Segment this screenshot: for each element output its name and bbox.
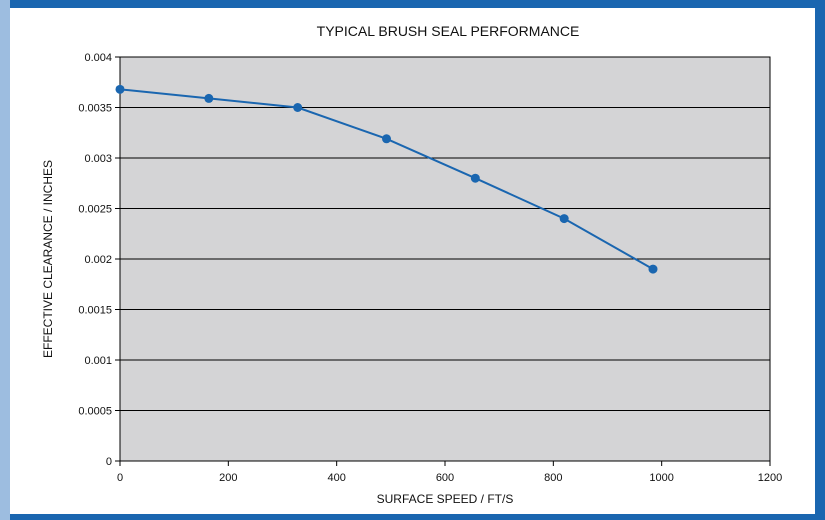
y-tick-label: 0.0025 — [78, 204, 112, 216]
y-tick-label: 0.003 — [84, 153, 112, 165]
x-tick-label: 0 — [117, 472, 123, 484]
y-tick-label: 0.0015 — [78, 305, 112, 317]
data-point — [382, 134, 391, 144]
series-group — [115, 84, 658, 274]
y-tick-label: 0.0005 — [78, 406, 112, 418]
data-point — [470, 173, 480, 183]
y-tick-label: 0.002 — [84, 254, 112, 266]
data-point — [648, 264, 658, 274]
data-point — [115, 84, 125, 94]
x-tick-label: 600 — [436, 472, 454, 484]
x-axis-ticks: 0 200 400 600 800 1000 1200 — [117, 461, 782, 484]
y-tick-label: 0 — [106, 456, 112, 468]
y-tick-label: 0.004 — [84, 52, 112, 64]
x-tick-label: 800 — [544, 472, 562, 484]
x-tick-label: 400 — [327, 472, 345, 484]
x-tick-label: 1200 — [758, 472, 782, 484]
y-axis-ticks: 0 0.0005 0.001 0.0015 0.002 0.0025 0.003 0.0035… — [78, 52, 120, 468]
x-tick-label: 200 — [219, 472, 237, 484]
y-tick-label: 0.0035 — [78, 103, 112, 115]
chart-title: TYPICAL BRUSH SEAL PERFORMANCE — [317, 23, 580, 39]
gridlines — [120, 107, 770, 411]
data-point — [204, 93, 214, 103]
y-axis-label: EFFECTIVE CLEARANCE / INCHES — [41, 160, 55, 358]
x-axis-label: SURFACE SPEED / FT/S — [377, 492, 514, 506]
x-tick-label: 1000 — [649, 472, 673, 484]
data-point — [559, 214, 569, 224]
frame-left-stripe — [0, 0, 10, 520]
y-tick-label: 0.001 — [84, 355, 112, 367]
data-point — [293, 103, 303, 112]
